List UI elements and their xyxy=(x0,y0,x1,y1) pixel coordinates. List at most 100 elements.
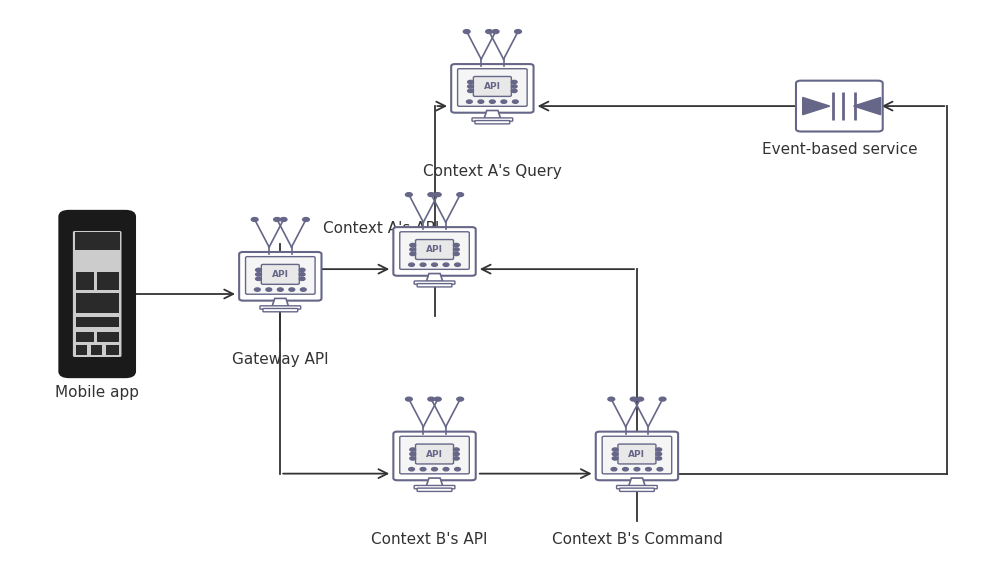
Circle shape xyxy=(409,248,415,251)
Circle shape xyxy=(280,218,287,222)
FancyBboxPatch shape xyxy=(450,64,533,113)
Circle shape xyxy=(462,29,469,34)
Circle shape xyxy=(419,263,425,266)
Text: Gateway API: Gateway API xyxy=(232,352,328,367)
FancyBboxPatch shape xyxy=(415,444,453,464)
Circle shape xyxy=(466,100,471,103)
FancyBboxPatch shape xyxy=(602,436,671,474)
Circle shape xyxy=(299,273,305,276)
Circle shape xyxy=(277,288,283,291)
Circle shape xyxy=(454,467,460,471)
Text: API: API xyxy=(628,449,645,459)
Circle shape xyxy=(453,248,458,251)
FancyBboxPatch shape xyxy=(619,488,654,492)
FancyBboxPatch shape xyxy=(416,488,451,492)
FancyBboxPatch shape xyxy=(474,121,510,124)
FancyBboxPatch shape xyxy=(471,118,513,121)
Circle shape xyxy=(251,218,258,222)
Circle shape xyxy=(515,29,521,34)
Circle shape xyxy=(485,29,492,34)
Circle shape xyxy=(434,193,440,196)
Circle shape xyxy=(427,397,434,401)
Circle shape xyxy=(477,100,483,103)
Circle shape xyxy=(256,273,261,276)
Circle shape xyxy=(408,467,414,471)
Text: Context A's Query: Context A's Query xyxy=(422,164,561,179)
Circle shape xyxy=(442,467,448,471)
FancyBboxPatch shape xyxy=(260,306,300,309)
Circle shape xyxy=(434,397,440,401)
FancyBboxPatch shape xyxy=(414,281,454,284)
Polygon shape xyxy=(628,478,645,486)
Circle shape xyxy=(408,263,414,266)
FancyBboxPatch shape xyxy=(261,265,299,285)
FancyBboxPatch shape xyxy=(75,317,118,328)
FancyBboxPatch shape xyxy=(414,486,454,489)
FancyBboxPatch shape xyxy=(616,486,657,489)
FancyBboxPatch shape xyxy=(393,227,475,276)
Circle shape xyxy=(655,457,661,460)
Circle shape xyxy=(467,89,473,92)
Circle shape xyxy=(256,268,261,272)
Circle shape xyxy=(419,467,425,471)
Circle shape xyxy=(442,263,448,266)
Circle shape xyxy=(409,452,415,456)
Polygon shape xyxy=(483,111,500,118)
FancyBboxPatch shape xyxy=(97,332,118,342)
FancyBboxPatch shape xyxy=(239,252,321,300)
Circle shape xyxy=(511,85,517,88)
Circle shape xyxy=(500,100,507,103)
Text: API: API xyxy=(272,270,289,279)
FancyBboxPatch shape xyxy=(415,239,453,259)
Text: Context B's Command: Context B's Command xyxy=(551,532,721,547)
Circle shape xyxy=(431,263,437,266)
FancyBboxPatch shape xyxy=(393,432,475,480)
Circle shape xyxy=(622,467,628,471)
Circle shape xyxy=(511,89,517,92)
Circle shape xyxy=(405,193,412,196)
Circle shape xyxy=(427,193,434,196)
FancyBboxPatch shape xyxy=(795,81,882,132)
Circle shape xyxy=(453,452,458,456)
Text: Context A's API: Context A's API xyxy=(323,221,439,236)
FancyBboxPatch shape xyxy=(617,444,655,464)
FancyBboxPatch shape xyxy=(472,76,511,96)
Circle shape xyxy=(636,397,643,401)
Circle shape xyxy=(655,448,661,451)
Circle shape xyxy=(254,288,260,291)
Circle shape xyxy=(612,448,618,451)
FancyBboxPatch shape xyxy=(595,432,677,480)
Circle shape xyxy=(612,457,618,460)
Polygon shape xyxy=(853,98,880,115)
FancyBboxPatch shape xyxy=(73,231,121,357)
Circle shape xyxy=(630,397,637,401)
Text: Context B's API: Context B's API xyxy=(371,532,487,547)
Circle shape xyxy=(456,397,463,401)
FancyBboxPatch shape xyxy=(91,345,102,355)
Polygon shape xyxy=(801,98,828,115)
FancyBboxPatch shape xyxy=(75,232,119,250)
Circle shape xyxy=(453,252,458,256)
Text: API: API xyxy=(425,449,442,459)
FancyBboxPatch shape xyxy=(75,272,94,290)
Circle shape xyxy=(266,288,272,291)
Circle shape xyxy=(299,268,305,272)
FancyBboxPatch shape xyxy=(75,332,94,342)
Circle shape xyxy=(409,457,415,460)
FancyBboxPatch shape xyxy=(75,293,118,312)
Text: API: API xyxy=(425,245,442,254)
Circle shape xyxy=(409,252,415,256)
FancyBboxPatch shape xyxy=(97,272,118,290)
FancyBboxPatch shape xyxy=(457,69,527,106)
Circle shape xyxy=(431,467,437,471)
Circle shape xyxy=(611,467,616,471)
Circle shape xyxy=(256,277,261,280)
Circle shape xyxy=(302,218,309,222)
Circle shape xyxy=(300,288,306,291)
Circle shape xyxy=(659,397,665,401)
Circle shape xyxy=(655,452,661,456)
Circle shape xyxy=(453,448,458,451)
FancyBboxPatch shape xyxy=(59,211,134,377)
Text: Mobile app: Mobile app xyxy=(55,385,139,400)
Circle shape xyxy=(612,452,618,456)
